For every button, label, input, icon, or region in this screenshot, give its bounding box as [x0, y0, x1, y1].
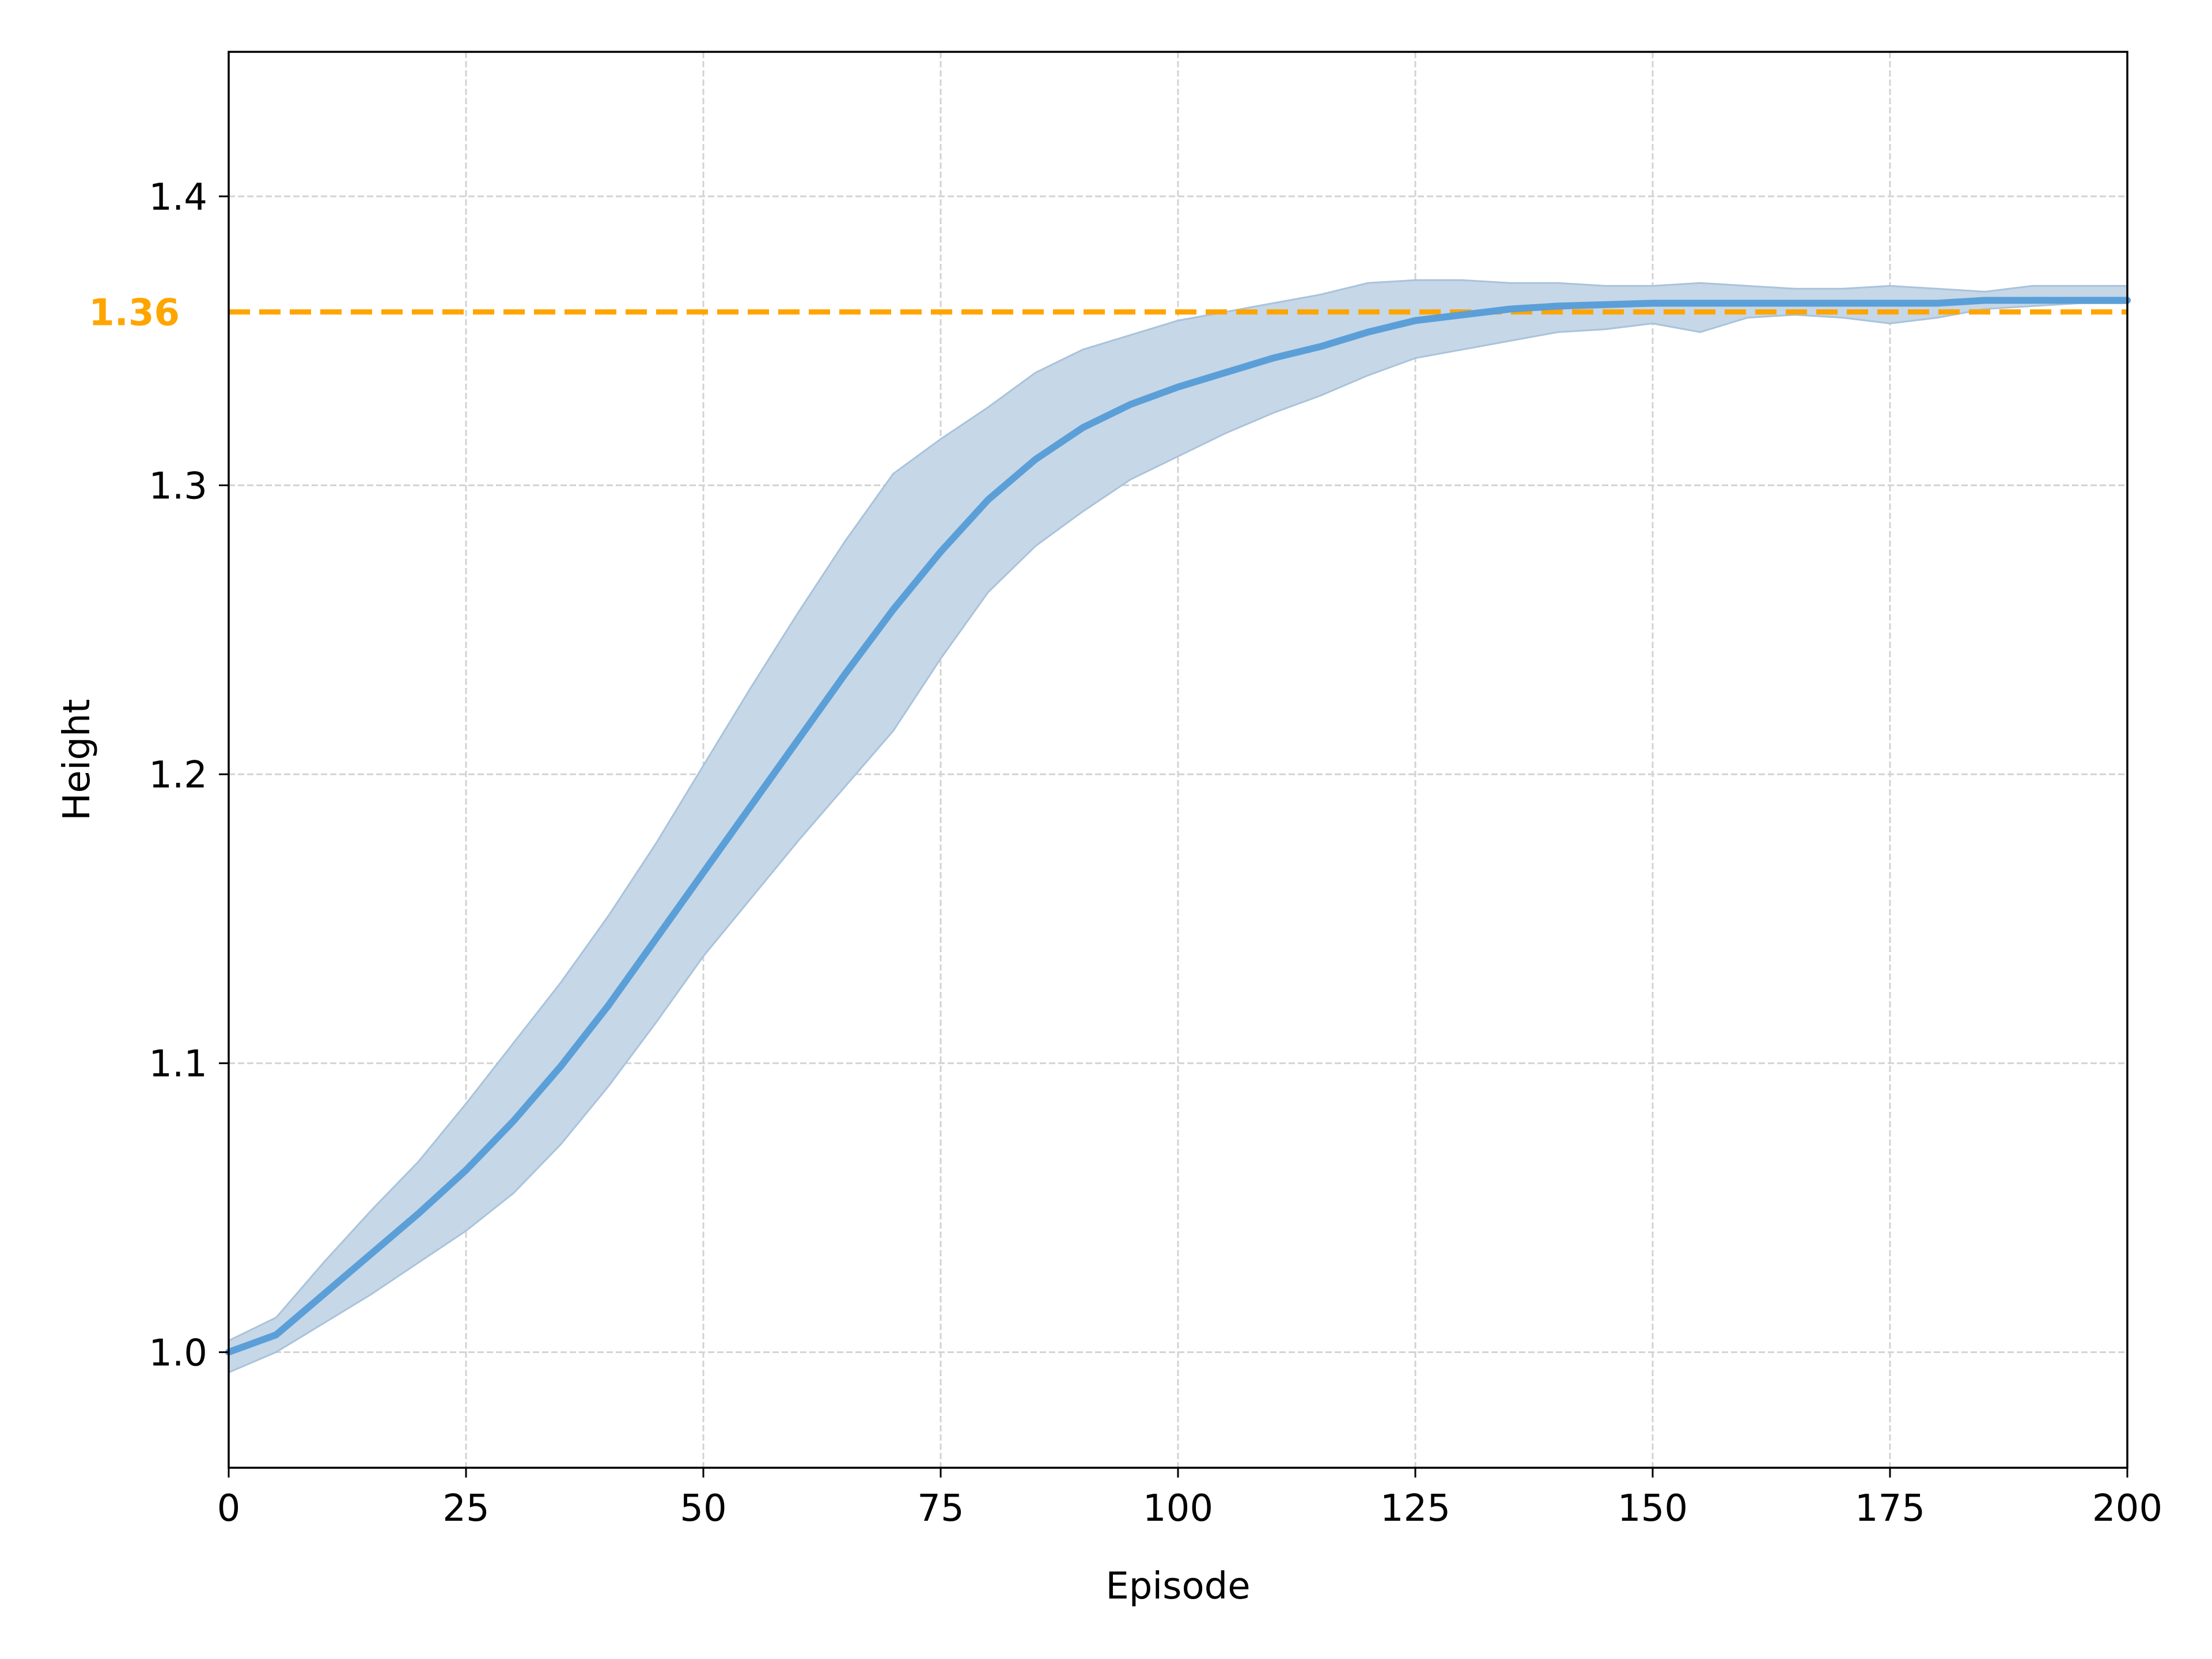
y-axis-label: Height [56, 699, 99, 821]
x-axis-label: Episode [1105, 1565, 1250, 1608]
x-axis-ticks: 0 25 50 75 100 125 150 175 200 [217, 1468, 2162, 1530]
grid [229, 52, 2127, 1468]
y-tick-label: 1.0 [149, 1332, 207, 1374]
y-axis-ticks: 1.0 1.1 1.2 1.3 1.4 [149, 176, 229, 1374]
y-tick-label: 1.2 [149, 754, 207, 797]
x-tick-label: 0 [217, 1487, 241, 1530]
reference-line-label: 1.36 [89, 291, 180, 334]
x-tick-label: 200 [2092, 1487, 2162, 1530]
x-tick-label: 50 [680, 1487, 726, 1530]
x-tick-label: 75 [917, 1487, 964, 1530]
y-tick-label: 1.3 [149, 465, 207, 507]
x-tick-label: 100 [1143, 1487, 1213, 1530]
x-tick-label: 125 [1380, 1487, 1450, 1530]
x-tick-label: 150 [1618, 1487, 1688, 1530]
y-tick-label: 1.4 [149, 176, 207, 219]
x-tick-label: 175 [1855, 1487, 1925, 1530]
x-tick-label: 25 [442, 1487, 489, 1530]
y-tick-label: 1.1 [149, 1043, 207, 1086]
mean-line [225, 297, 2131, 1356]
